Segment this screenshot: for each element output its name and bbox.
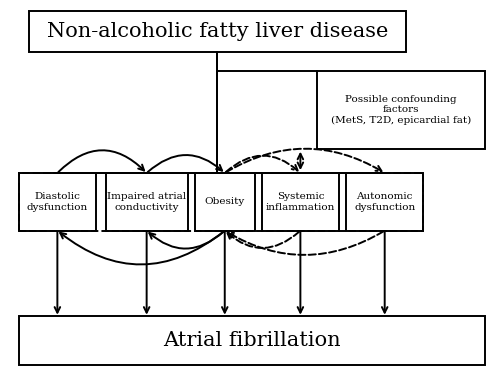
FancyBboxPatch shape	[195, 173, 254, 231]
Text: Impaired atrial
conductivity: Impaired atrial conductivity	[107, 192, 186, 212]
Text: Diastolic
dysfunction: Diastolic dysfunction	[27, 192, 88, 212]
FancyBboxPatch shape	[316, 71, 485, 149]
Text: Autonomic
dysfunction: Autonomic dysfunction	[354, 192, 416, 212]
Text: Non-alcoholic fatty liver disease: Non-alcoholic fatty liver disease	[46, 22, 388, 41]
Text: Systemic
inflammation: Systemic inflammation	[266, 192, 335, 212]
FancyBboxPatch shape	[19, 173, 96, 231]
FancyBboxPatch shape	[19, 316, 485, 365]
FancyBboxPatch shape	[29, 11, 406, 52]
FancyBboxPatch shape	[106, 173, 188, 231]
Text: Atrial fibrillation: Atrial fibrillation	[163, 331, 341, 350]
Text: Possible confounding
factors
(MetS, T2D, epicardial fat): Possible confounding factors (MetS, T2D,…	[330, 95, 471, 125]
FancyBboxPatch shape	[262, 173, 339, 231]
FancyBboxPatch shape	[346, 173, 423, 231]
Text: Obesity: Obesity	[204, 197, 245, 206]
